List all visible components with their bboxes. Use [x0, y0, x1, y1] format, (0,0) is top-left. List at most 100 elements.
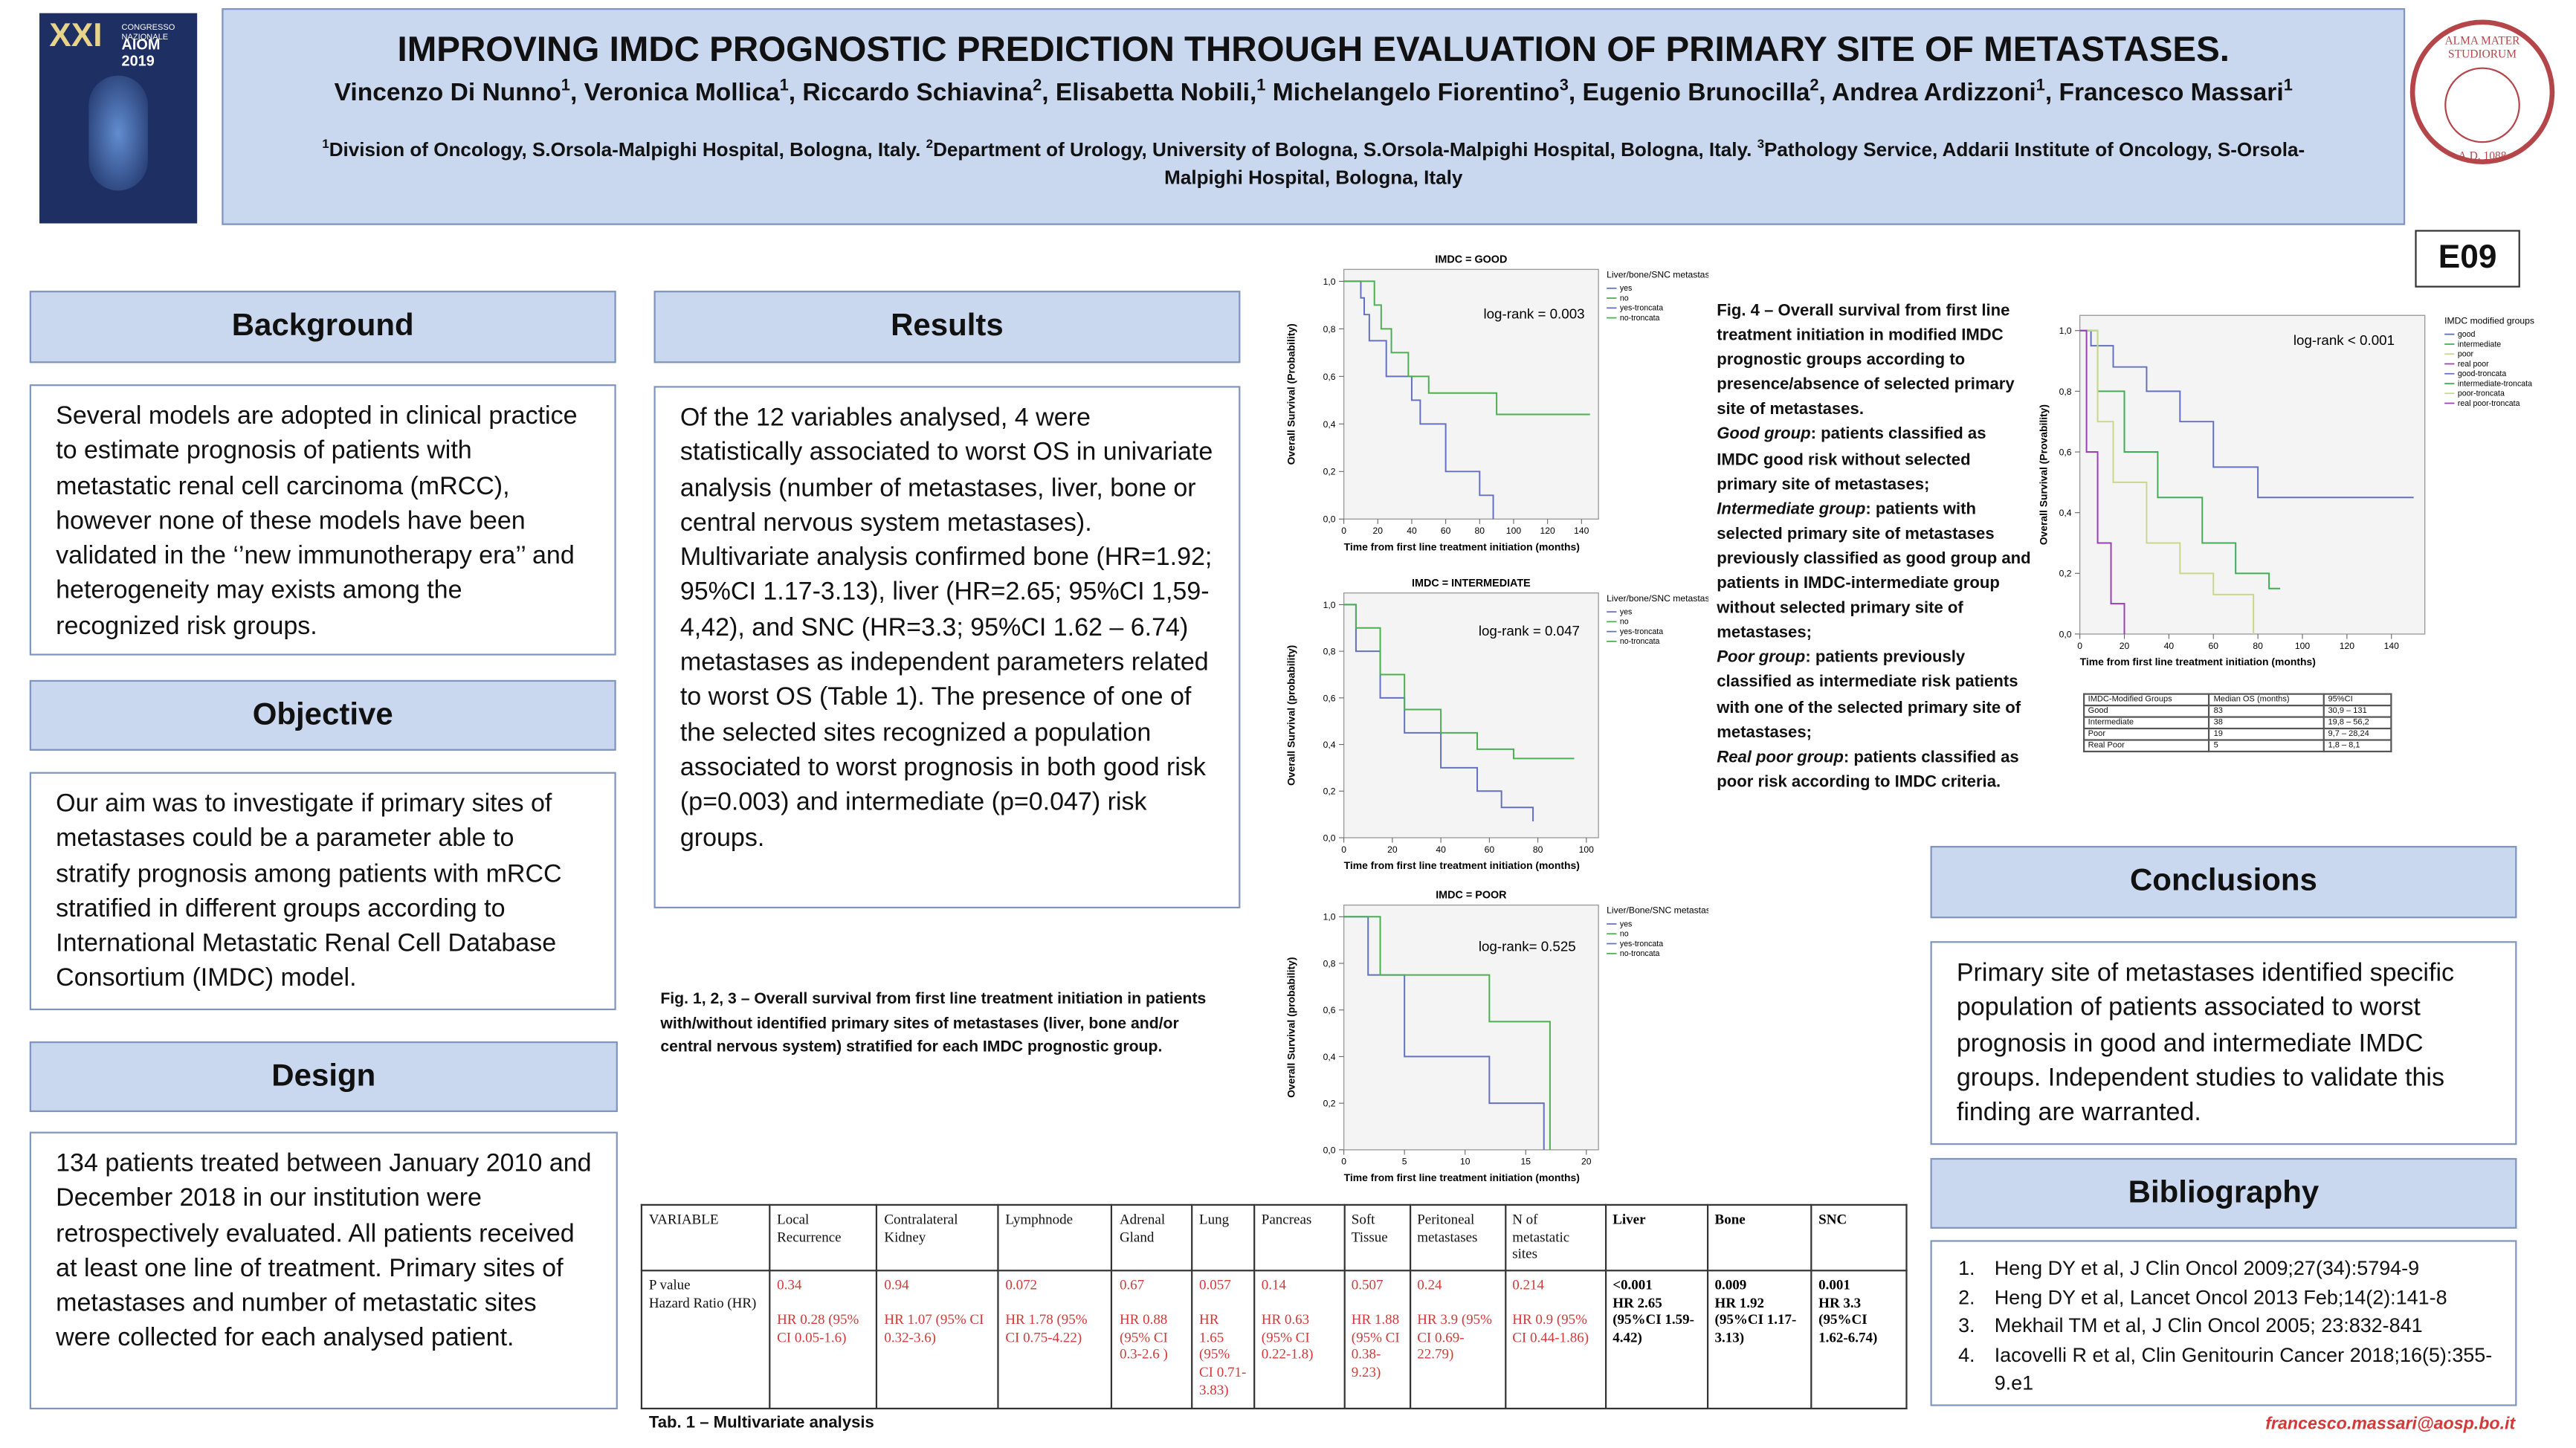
- plot-title: IMDC = INTERMEDIATE: [1412, 578, 1531, 589]
- author-name: , Eugenio Brunocilla: [1568, 79, 1810, 107]
- column-header: SNC: [1810, 1203, 1908, 1272]
- y-tick-label: 0,0: [2059, 629, 2072, 639]
- x-tick-label: 0: [1341, 526, 1346, 536]
- logo-right: ALMA MATER STUDIORUM A.D. 1088: [2409, 19, 2555, 164]
- affiliations: 1Division of Oncology, S.Orsola-Malpighi…: [322, 130, 2305, 193]
- x-tick-label: 15: [1521, 1157, 1531, 1167]
- authors: Vincenzo Di Nunno1, Veronica Mollica1, R…: [224, 77, 2404, 107]
- hazard-ratio: HR 1.88 (95% CI 0.38-9.23): [1351, 1311, 1400, 1380]
- group-text: : patients previously classified as inte…: [1717, 649, 2021, 742]
- reference: 3. Mekhail TM et al, J Clin Oncol 2005; 2…: [1955, 1313, 2493, 1342]
- author-affiliation: 1: [561, 77, 570, 96]
- section-text: Of the 12 variables analysed, 4 were sta…: [653, 386, 1241, 909]
- affiliation-number: 2: [926, 136, 934, 152]
- caption-group: Intermediate group: patients with select…: [1717, 497, 2032, 646]
- author-name: Vincenzo Di Nunno: [334, 79, 561, 107]
- y-tick-label: 0,2: [1323, 786, 1336, 797]
- reference-text: Heng DY et al, Lancet Oncol 2013 Feb;14(…: [1994, 1285, 2447, 1309]
- p-value: 0.507: [1351, 1276, 1384, 1293]
- log-rank: log-rank < 0.001: [2293, 332, 2395, 348]
- reference-number: 2.: [1958, 1285, 1975, 1309]
- median-os-table: IMDC-Modified Groups Median OS (months) 95…: [2083, 693, 2392, 753]
- section-heading: Results: [653, 291, 1241, 363]
- caption-title: Fig. 4 – Overall survival from first lin…: [1717, 302, 2015, 420]
- reference-number: 1.: [1958, 1256, 1975, 1280]
- p-value: 0.34: [777, 1276, 802, 1293]
- hazard-ratio: HR 1.92 (95%CI 1.17-3.13): [1714, 1293, 1797, 1345]
- p-value: 0.072: [1005, 1276, 1038, 1293]
- legend-title: Liver/Bone/SNC metastases: [1607, 905, 1708, 916]
- column-header: Median OS (months): [2208, 693, 2325, 707]
- column-header: Lung: [1190, 1203, 1255, 1272]
- column-header: IMDC-Modified Groups: [2083, 693, 2211, 707]
- km-plot: IMDC = POOR 0,0 0,2 0,4 0,6 0,8 1,0 0 5 10 15 20Tim…: [1285, 890, 1708, 1183]
- y-axis-label: Overall Survival (Probability): [1285, 323, 1297, 465]
- y-tick-label: 1,0: [2059, 326, 2072, 336]
- hazard-ratio: HR 0.28 (95% CI 0.05-1.6): [777, 1311, 859, 1345]
- legend-entry: yes: [1620, 919, 1633, 928]
- x-tick-label: 0: [2077, 641, 2082, 651]
- table-row: Real Poor 5 1,8 – 8,1: [2083, 739, 2392, 753]
- x-tick-label: 20: [2120, 641, 2130, 651]
- x-tick-label: 0: [1341, 1157, 1346, 1167]
- y-tick-label: 0,0: [1323, 1145, 1336, 1155]
- group-text: : patients classified as poor risk accor…: [1717, 748, 2019, 792]
- section-heading: Conclusions: [1930, 846, 2517, 919]
- legend-entry: real poor: [2458, 360, 2489, 369]
- y-tick-label: 0,2: [1323, 1099, 1336, 1109]
- p-value: 0.24: [1417, 1276, 1442, 1293]
- legend-entry: yes-troncata: [1620, 940, 1663, 948]
- p-value: 0.057: [1199, 1276, 1231, 1293]
- y-tick-label: 1,0: [1323, 600, 1336, 610]
- x-axis-label: Time from first line treatment initiatio…: [1344, 540, 1580, 552]
- figure-caption: Fig. 1, 2, 3 – Overall survival from fir…: [660, 990, 1207, 1057]
- author-affiliation: 3: [1559, 77, 1569, 96]
- figure-caption: Fig. 4 – Overall survival from first lin…: [1717, 299, 2032, 795]
- table-cell: 0.94 HR 1.07 (95% CI 0.32-3.6): [876, 1270, 999, 1410]
- table-cell: 0.072 HR 1.78 (95% CI 0.75-4.22): [997, 1270, 1114, 1410]
- affiliation-text: Pathology Service, Addarii Institute of …: [1164, 138, 2305, 190]
- column-header: Pancreas: [1253, 1203, 1345, 1272]
- reference-text: Iacovelli R et al, Clin Genitourin Cance…: [1994, 1342, 2493, 1395]
- hazard-ratio: HR 0.63 (95% CI 0.22-1.8): [1261, 1311, 1314, 1363]
- table-row: P value Hazard Ratio (HR) 0.34 HR 0.28 (95%…: [640, 1270, 1908, 1410]
- legend-entry: no: [1620, 618, 1629, 627]
- section-text: Several models are adopted in clinical p…: [29, 384, 616, 656]
- legend-entry: no-troncata: [1620, 949, 1660, 958]
- author-affiliation: 1: [1256, 77, 1266, 96]
- table-caption: Tab. 1 – Multivariate analysis: [648, 1414, 874, 1432]
- legend-entry: yes: [1620, 607, 1633, 616]
- author-name: , Veronica Mollica: [569, 79, 780, 107]
- column-header: Lymphnode: [997, 1203, 1114, 1272]
- plot-title: IMDC = POOR: [1436, 890, 1507, 902]
- table-cell: <0.001 HR 2.65 (95%CI 1.59-4.42): [1604, 1270, 1708, 1410]
- table-cell: 0.34 HR 0.28 (95% CI 0.05-1.6): [769, 1270, 878, 1410]
- x-tick-label: 40: [2164, 641, 2175, 651]
- p-value: 0.001: [1818, 1276, 1850, 1293]
- column-header: Adrenal Gland: [1111, 1203, 1193, 1272]
- logo-dna: [88, 75, 148, 191]
- y-tick-label: 0,6: [2059, 447, 2072, 457]
- table-cell: Real Poor: [2083, 739, 2211, 753]
- legend-entry: intermediate-troncata: [2458, 379, 2532, 388]
- table-cell: 38: [2208, 716, 2325, 730]
- x-tick-label: 20: [1387, 844, 1398, 855]
- reference: 2. Heng DY et al, Lancet Oncol 2013 Feb;1…: [1955, 1284, 2493, 1313]
- logo-congress: CONGRESSO NAZIONALE: [121, 22, 175, 43]
- affiliation-text: Department of Urology, University of Bol…: [933, 138, 1757, 161]
- x-axis-label: Time from first line treatment initiatio…: [2080, 656, 2316, 668]
- legend-entry: no: [1620, 930, 1629, 939]
- table-cell: 0.009 HR 1.92 (95%CI 1.17-3.13): [1706, 1270, 1812, 1410]
- x-tick-label: 40: [1436, 844, 1446, 855]
- section-text: Our aim was to investigate if primary si…: [29, 772, 616, 1011]
- hazard-ratio: HR 0.9 (95% CI 0.44-1.86): [1512, 1311, 1589, 1345]
- y-tick-label: 0,6: [1323, 1005, 1336, 1015]
- author-name: , Andrea Ardizzoni: [1818, 79, 2036, 107]
- group-text: : patients with selected primary site of…: [1717, 500, 2031, 643]
- label-hr: Hazard Ratio (HR): [648, 1293, 757, 1310]
- table-cell: Good: [2083, 705, 2211, 718]
- survival-curve: [2079, 329, 2414, 499]
- column-header: VARIABLE: [640, 1203, 771, 1272]
- group-label: Good group: [1717, 426, 1811, 445]
